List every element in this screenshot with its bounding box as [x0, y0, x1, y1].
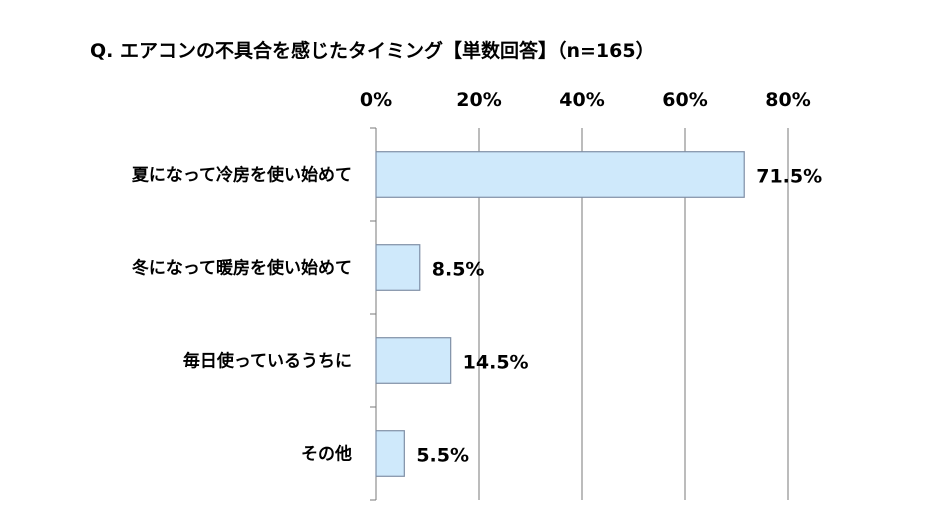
x-tick-label: 20%	[456, 89, 501, 111]
x-tick-label: 80%	[765, 89, 810, 111]
x-tick-labels: 0% 20% 40% 60% 80%	[360, 89, 811, 111]
category-label: 夏になって冷房を使い始めて	[132, 165, 352, 186]
bar	[375, 244, 421, 291]
bar	[375, 151, 745, 198]
category-label: その他	[301, 444, 352, 465]
bar	[375, 430, 405, 477]
bar	[375, 337, 452, 384]
bars	[375, 151, 745, 477]
category-axis	[370, 127, 377, 501]
x-tick-label: 0%	[360, 89, 392, 111]
value-labels: 71.5% 8.5% 14.5% 5.5%	[416, 166, 822, 467]
category-label: 毎日使っているうちに	[183, 351, 352, 372]
data-label: 8.5%	[432, 259, 485, 281]
data-label: 71.5%	[756, 166, 822, 188]
chart-title: Q. エアコンの不具合を感じたタイミング【単数回答】（n=165）	[90, 39, 655, 62]
data-label: 5.5%	[416, 445, 469, 467]
x-tick-label: 60%	[662, 89, 707, 111]
data-label: 14.5%	[463, 352, 529, 374]
category-label: 冬になって暖房を使い始めて	[132, 258, 352, 279]
x-tick-label: 40%	[559, 89, 604, 111]
